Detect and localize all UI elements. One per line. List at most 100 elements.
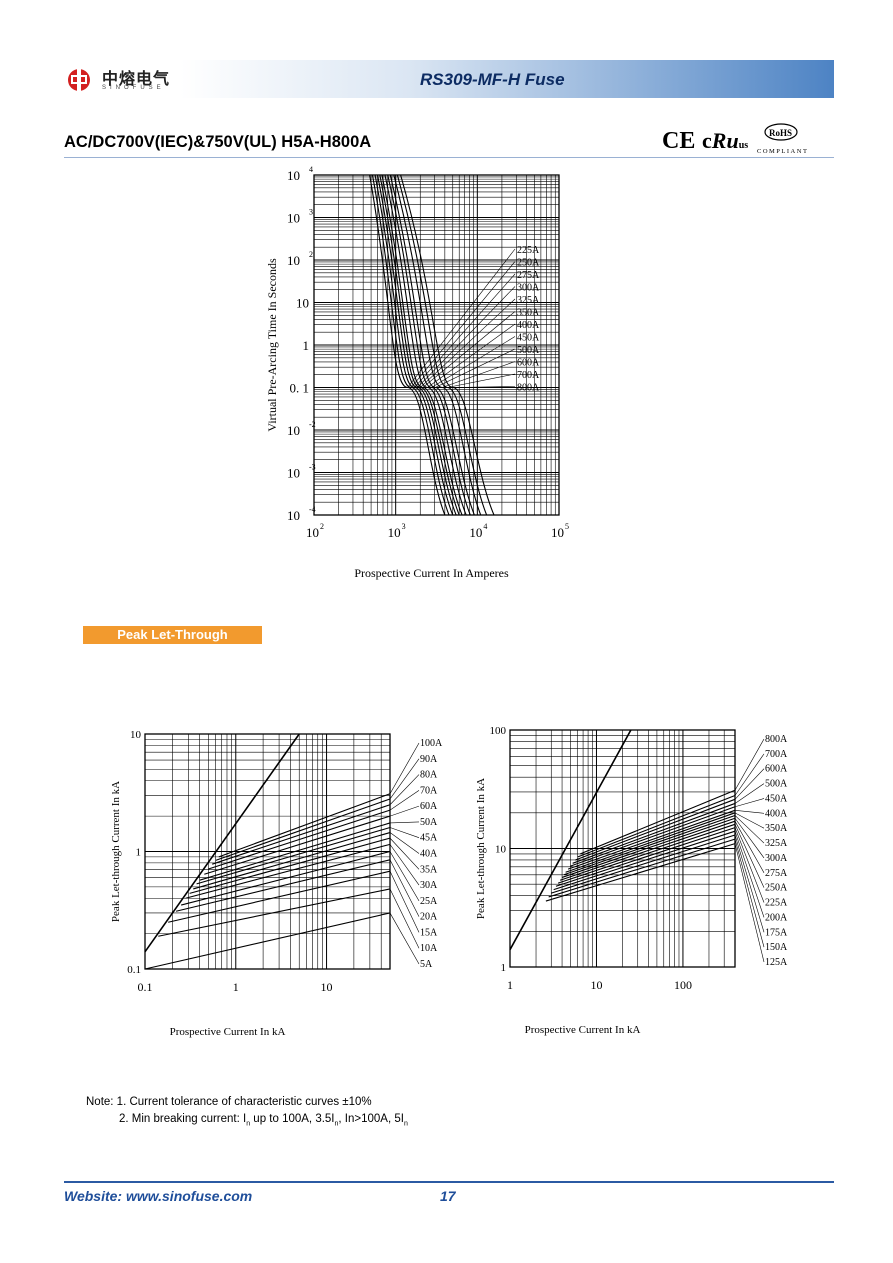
series-label: 225A [517, 245, 540, 256]
leader-line [734, 798, 765, 808]
series-line [158, 888, 391, 937]
x-tick-label: 10 [590, 978, 602, 992]
series-label: 30A [420, 880, 438, 891]
leader-line [734, 810, 765, 814]
page-number: 17 [440, 1188, 456, 1204]
x-tick-exp: 3 [402, 522, 406, 531]
leader-line [389, 821, 420, 824]
leader-line [417, 286, 516, 388]
leader-line [389, 851, 420, 902]
x-tick-label: 100 [674, 978, 692, 992]
series-label: 500A [517, 345, 540, 356]
series-line [369, 174, 446, 516]
series-label: 450A [517, 333, 540, 344]
leader-line [734, 827, 765, 903]
series-label: 10A [420, 943, 438, 954]
series-label: 150A [765, 942, 788, 953]
x-tick-label: 10 [551, 525, 564, 540]
y-tick-exp: -2 [309, 420, 316, 429]
series-label: 800A [517, 383, 540, 394]
series-label: 90A [420, 754, 438, 765]
certification-marks: CE cRuus RoHS COMPLIANT [662, 123, 807, 155]
series-label: 300A [517, 283, 540, 294]
peak-let-through-label: Peak Let-Through [83, 626, 262, 644]
series-line [377, 174, 457, 516]
series-label: 400A [765, 808, 788, 819]
leader-line [734, 818, 765, 859]
series-line [208, 809, 391, 870]
leader-line [447, 373, 516, 388]
series-label: 60A [420, 801, 438, 812]
series-line [580, 789, 736, 855]
series-line [555, 827, 736, 887]
series-label: 700A [517, 370, 540, 381]
x-tick-label: 1 [507, 978, 513, 992]
series-label: 400A [517, 320, 540, 331]
series-line [199, 822, 391, 881]
series-line [175, 859, 391, 912]
leader-line [734, 815, 765, 844]
y-tick-label: 1 [136, 847, 142, 859]
y-tick-label: 10 [287, 423, 300, 438]
series-line [567, 809, 736, 870]
series-line [371, 174, 450, 516]
y-tick-exp: -3 [309, 463, 316, 472]
leader-line [734, 738, 765, 791]
note-line-2: 2. Min breaking current: In up to 100A, … [119, 1113, 408, 1128]
series-label: 200A [765, 912, 788, 923]
x-tick-label: 10 [306, 525, 319, 540]
leader-line [389, 774, 420, 805]
series-label: 500A [765, 779, 788, 790]
y-tick-label: 100 [490, 725, 507, 737]
rohs-oval [764, 123, 798, 141]
ce-mark: CE [662, 128, 695, 154]
series-line [180, 850, 391, 906]
leader-line [389, 832, 420, 854]
leader-line [389, 837, 420, 870]
leader-line [427, 323, 516, 388]
series-line [144, 912, 391, 970]
x-axis-label: Prospective Current In kA [170, 1026, 286, 1038]
reference-line [509, 729, 632, 951]
series-label: 600A [765, 764, 788, 775]
series-line [561, 817, 736, 878]
series-label: 225A [765, 898, 788, 909]
series-line [396, 174, 488, 516]
series-line [196, 826, 391, 885]
series-label: 15A [420, 927, 438, 938]
y-tick-label: 10 [287, 168, 300, 183]
logo-text: 中熔电气 [102, 71, 171, 88]
page-title: RS309-MF-H Fuse [420, 70, 565, 89]
leader-line [734, 812, 765, 829]
x-tick-exp: 2 [320, 522, 324, 531]
series-line [400, 174, 495, 516]
leader-line [422, 311, 516, 388]
series-line [565, 812, 736, 873]
leader-line [452, 386, 516, 388]
leader-line [389, 888, 420, 949]
y-tick-label: 10 [495, 844, 507, 856]
series-label: 325A [765, 838, 788, 849]
series-label: 20A [420, 912, 438, 923]
series-label: 275A [765, 868, 788, 879]
series-label: 700A [765, 749, 788, 760]
y-tick-exp: 4 [309, 165, 313, 174]
x-axis-label: Prospective Current In kA [525, 1024, 641, 1036]
product-subtitle: AC/DC700V(IEC)&750V(UL) H5A-H800A [64, 133, 372, 151]
series-label: 25A [420, 896, 438, 907]
leader-line [734, 783, 765, 804]
y-tick-label: 10 [130, 729, 142, 741]
series-label: 100A [420, 738, 443, 749]
leader-line [734, 753, 765, 796]
reference-line [144, 733, 300, 953]
note-line-1: Note: 1. Current tolerance of characteri… [86, 1096, 372, 1108]
series-line [384, 174, 467, 516]
series-line [551, 834, 736, 894]
series-label: 175A [765, 927, 788, 938]
y-tick-label: 10 [287, 508, 300, 523]
leader-line [734, 824, 765, 888]
series-line [387, 174, 471, 516]
series-line [212, 804, 391, 865]
leader-line [389, 859, 420, 917]
series-label: 600A [517, 358, 540, 369]
